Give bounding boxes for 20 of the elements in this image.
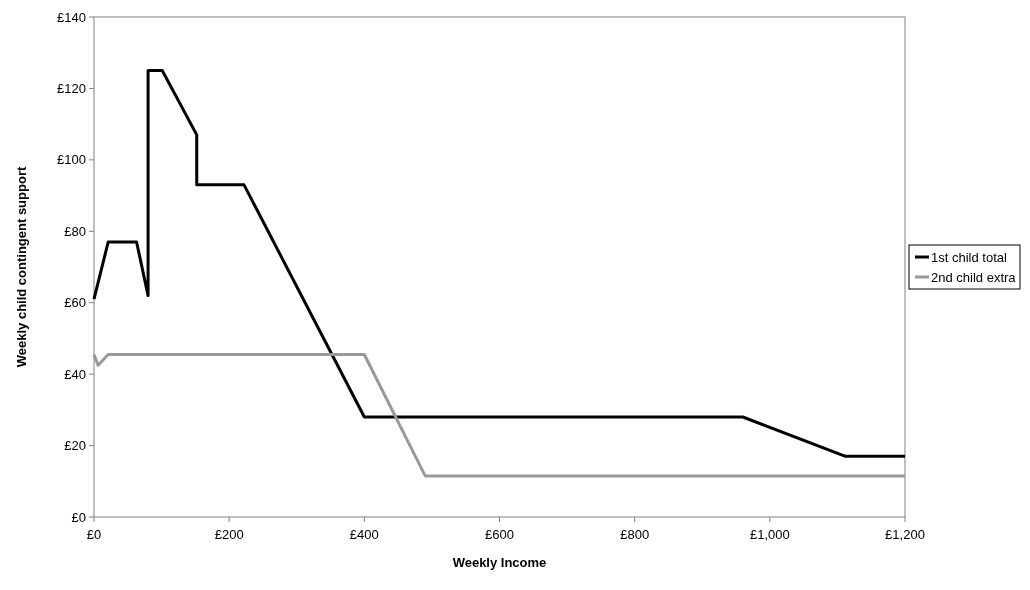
x-tick-label: £200 [214,527,244,542]
x-tick-label: £800 [620,527,650,542]
legend-label: 2nd child extra [931,269,1017,285]
y-axis-title: Weekly child contingent support [14,166,29,368]
x-tick-label: £600 [485,527,514,542]
y-tick-label: £0 [71,509,86,525]
x-tick-label: £400 [349,527,379,542]
y-tick-label: £140 [57,9,86,25]
y-tick-label: £60 [64,295,86,311]
y-tick-label: £120 [57,80,86,96]
x-tick-label: £1,200 [885,527,925,542]
line-series [92,69,907,458]
y-tick-label: £80 [64,223,86,239]
y-tick-label: £20 [64,438,86,454]
x-tick-label: £0 [86,527,102,542]
y-tick-label: £100 [57,152,86,168]
y-tick-label: £40 [64,366,86,382]
x-tick-label: £1,000 [749,527,790,542]
legend-label: 1st child total [931,249,1007,265]
x-axis-title: Weekly Income [452,555,547,570]
